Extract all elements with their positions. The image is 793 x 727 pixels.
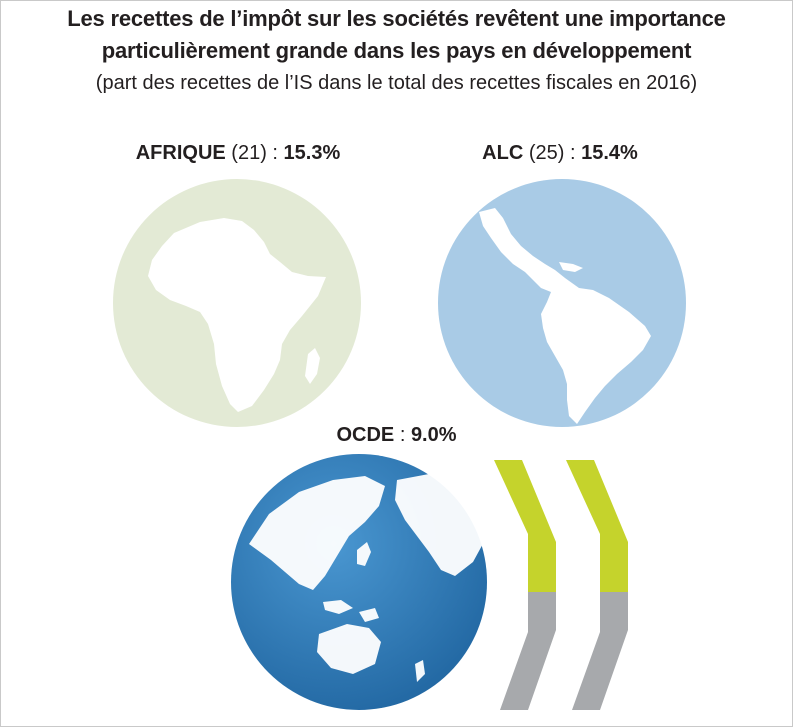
alc-value: 15.4% (581, 142, 638, 164)
world-globe-icon (231, 454, 487, 710)
alc-sep: : (564, 142, 582, 164)
oecd-chevron-logo (494, 460, 628, 710)
alc-label: ALC (25) : 15.4% (320, 142, 793, 165)
ocde-sep: : (394, 424, 411, 446)
africa-name: AFRIQUE (135, 142, 226, 164)
ocde-name: OCDE (336, 424, 395, 446)
africa-value: 15.3% (283, 142, 341, 164)
title-line-1: Les recettes de l’impôt sur les sociétés… (67, 6, 726, 31)
title-line-2: particulièrement grande dans les pays en… (101, 38, 692, 63)
subtitle: (part des recettes de l’IS dans le total… (95, 72, 698, 94)
africa-label: AFRIQUE (21) : 15.3% (0, 142, 476, 165)
alc-count: (25) (528, 142, 565, 164)
alc-name: ALC (482, 142, 524, 164)
latin-america-globe-icon (438, 179, 686, 427)
ocde-value: 9.0% (410, 424, 457, 446)
ocde-label: OCDE : 9.0% (0, 424, 793, 447)
africa-count: (21) (231, 142, 267, 164)
africa-sep: : (266, 142, 284, 164)
africa-globe-icon (113, 179, 361, 427)
